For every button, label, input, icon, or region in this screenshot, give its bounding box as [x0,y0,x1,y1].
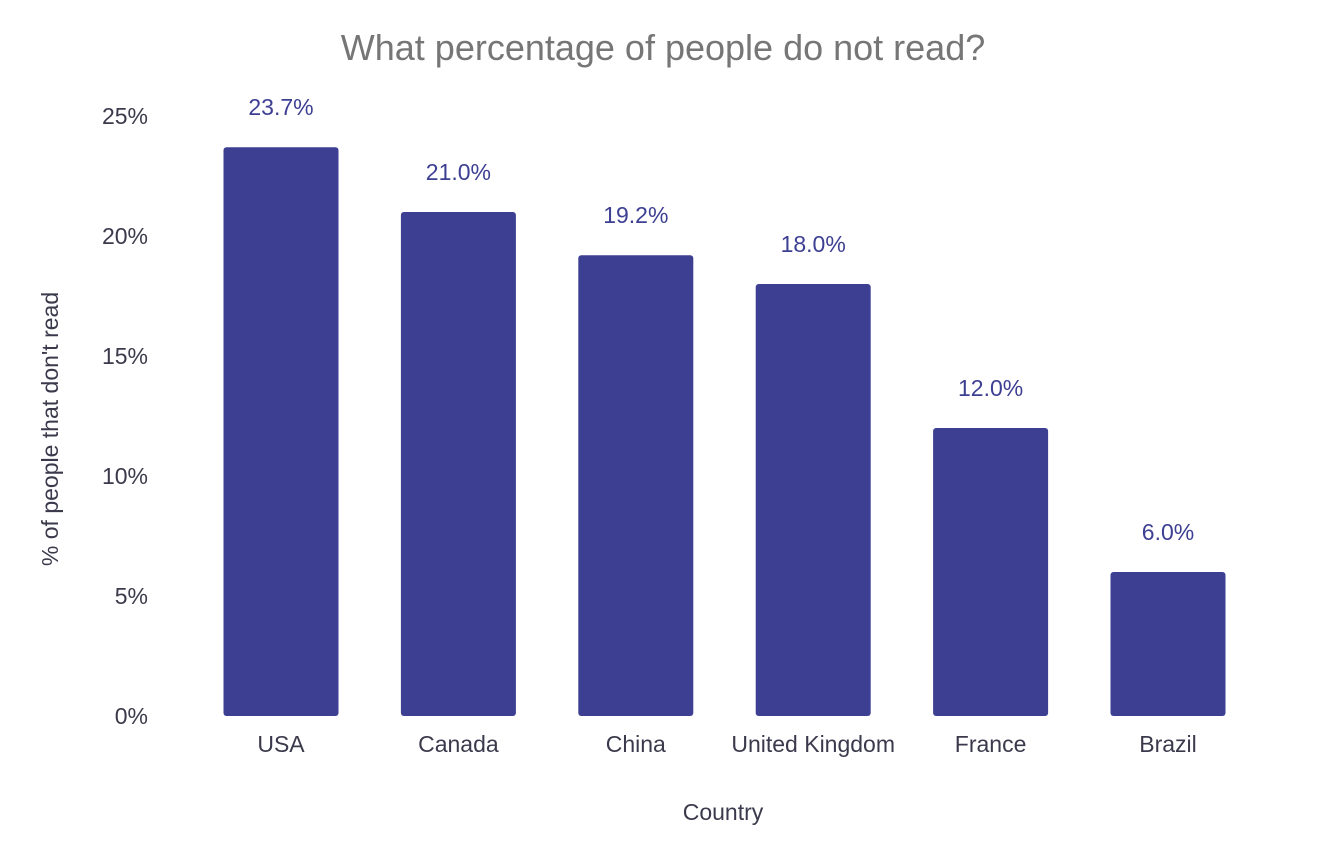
data-label: 6.0% [1142,519,1194,545]
data-label: 21.0% [426,159,491,185]
bar [578,255,694,716]
data-label: 12.0% [958,375,1023,401]
bars [223,147,1226,716]
data-labels: 23.7% 21.0% 19.2% 18.0% 12.0% 6.0% [248,94,1194,545]
data-label: 18.0% [781,231,846,257]
y-axis-ticks: 0% 5% 10% 15% 20% 25% [102,103,148,729]
bar [400,212,516,716]
x-axis-category-labels: USA Canada China United Kingdom France Brazil [257,731,1196,757]
chart-title: What percentage of people do not read? [341,27,985,68]
x-tick-label: United Kingdom [731,731,895,757]
bar [933,428,1049,716]
y-tick-label: 5% [115,583,148,609]
x-tick-label: China [606,731,666,757]
bar [223,147,339,716]
x-axis-label: Country [683,799,764,825]
y-tick-label: 25% [102,103,148,129]
x-tick-label: France [955,731,1027,757]
x-tick-label: Canada [418,731,499,757]
y-tick-label: 10% [102,463,148,489]
bar [1110,572,1226,716]
y-axis-label: % of people that don't read [37,292,63,566]
data-label: 19.2% [603,202,668,228]
x-tick-label: Brazil [1139,731,1197,757]
y-tick-label: 0% [115,703,148,729]
x-tick-label: USA [257,731,305,757]
bar [755,284,871,716]
data-label: 23.7% [248,94,313,120]
y-tick-label: 15% [102,343,148,369]
y-tick-label: 20% [102,223,148,249]
